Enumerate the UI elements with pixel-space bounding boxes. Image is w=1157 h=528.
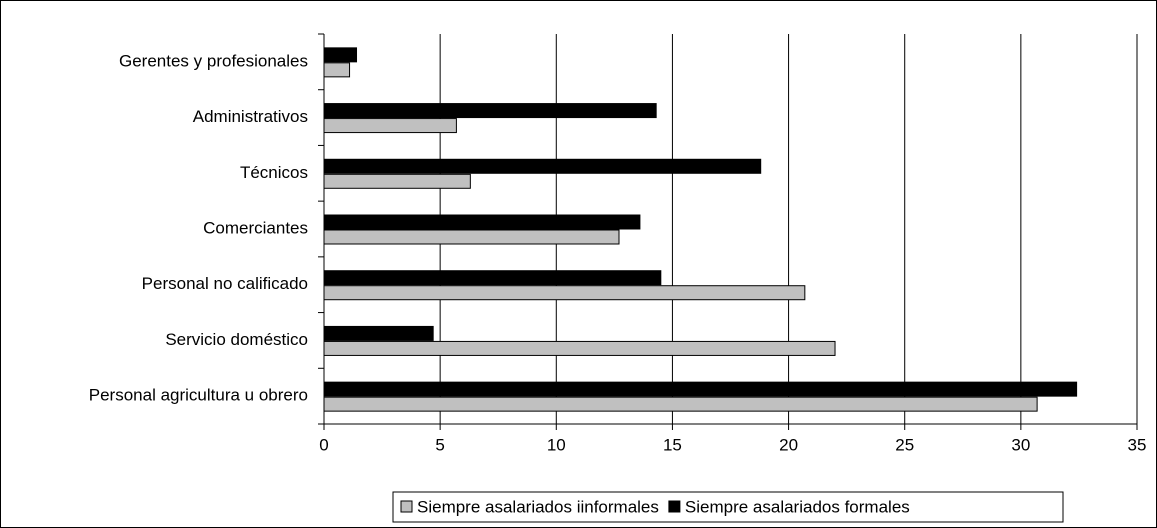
x-tick-label: 10 [547, 435, 566, 454]
x-tick-label: 0 [319, 435, 328, 454]
legend-box [392, 491, 1064, 523]
bar [323, 214, 641, 230]
legend-marker [400, 500, 413, 513]
legend-label: Siempre asalariados formales [685, 497, 910, 516]
y-tick-label: Comerciantes [203, 218, 308, 237]
x-tick-label: 35 [1128, 435, 1147, 454]
x-tick-label: 15 [663, 435, 682, 454]
bar [323, 396, 1038, 412]
bar [323, 103, 657, 119]
x-tick-label: 25 [895, 435, 914, 454]
x-tick-label: 20 [779, 435, 798, 454]
y-tick-label: Personal no calificado [142, 274, 308, 293]
y-tick-label: Técnicos [240, 163, 308, 182]
x-tick-label: 5 [435, 435, 444, 454]
bar [323, 158, 762, 174]
y-tick-label: Administrativos [193, 107, 308, 126]
bar [323, 381, 1078, 397]
y-tick-label: Personal agricultura u obrero [89, 386, 308, 405]
x-tick-label: 30 [1011, 435, 1030, 454]
legend-label: Siempre asalariados iinformales [417, 497, 659, 516]
bar [323, 325, 434, 341]
bar [323, 62, 351, 78]
y-tick-label: Servicio doméstico [165, 330, 308, 349]
bar [323, 270, 662, 286]
bar [323, 340, 836, 356]
bar [323, 118, 457, 134]
bar [323, 229, 620, 245]
bar [323, 47, 358, 63]
bar [323, 173, 471, 189]
bar [323, 285, 806, 301]
legend-marker [668, 500, 681, 513]
y-tick-label: Gerentes y profesionales [119, 51, 308, 70]
